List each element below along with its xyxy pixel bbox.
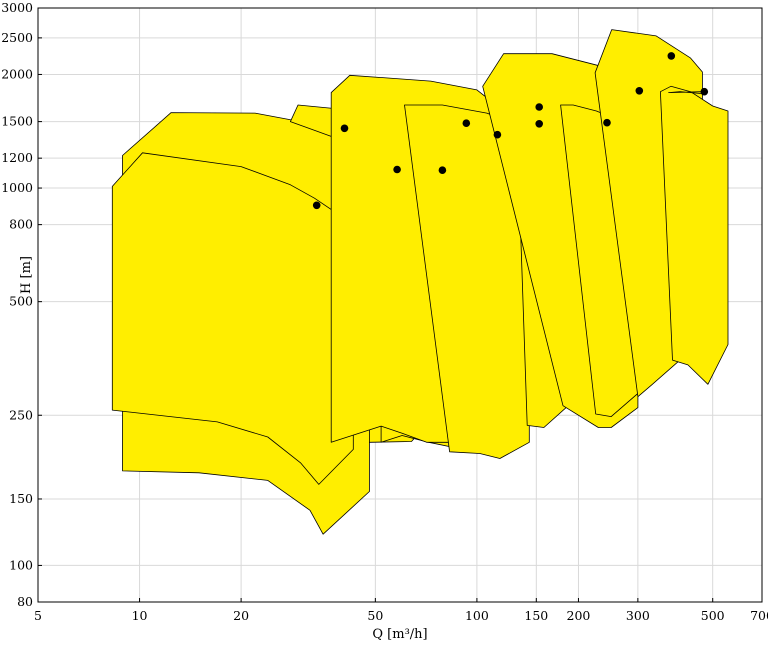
y-tick-label: 800 [9, 217, 33, 232]
best-efficiency-point-11 [635, 87, 644, 95]
y-tick-label: 150 [9, 491, 33, 506]
x-tick-label: 10 [132, 608, 148, 623]
y-tick-label: 2500 [1, 30, 33, 45]
y-tick-label: 2000 [1, 66, 33, 81]
best-efficiency-points [312, 52, 709, 210]
best-efficiency-point-10 [667, 52, 676, 60]
x-axis-title: Q [m³/h] [372, 627, 427, 642]
y-tick-label: 1200 [1, 150, 33, 165]
y-tick-label: 100 [9, 557, 33, 572]
x-tick-label: 100 [465, 608, 489, 623]
y-tick-label: 250 [9, 407, 33, 422]
best-efficiency-point-12 [700, 87, 709, 96]
best-efficiency-point-8 [535, 103, 543, 111]
x-tick-label: 200 [567, 608, 591, 623]
y-tick-label: 80 [17, 594, 33, 609]
x-tick-label: 300 [626, 608, 650, 623]
x-tick-label: 20 [233, 608, 249, 623]
y-axis-ticks: 80 100 150 250 500 800 1000 1200 1500 2000 2500 300… [1, 0, 42, 609]
best-efficiency-point-1 [340, 124, 349, 133]
x-tick-label: 150 [524, 608, 548, 623]
y-tick-label: 3000 [1, 0, 33, 15]
y-tick-label: 1000 [1, 180, 33, 195]
x-tick-label: 500 [701, 608, 725, 623]
pump-envelope-11 [660, 85, 729, 385]
best-efficiency-point-7 [535, 120, 543, 128]
y-tick-label: 500 [9, 294, 33, 309]
x-tick-label: 700 [750, 608, 768, 623]
x-axis-ticks: 5 10 20 50 100 150 200 300 500 700 [34, 598, 768, 623]
best-efficiency-point-2 [312, 201, 321, 210]
best-efficiency-point-4 [438, 166, 447, 174]
plot-frame [37, 7, 763, 603]
x-tick-label: 5 [34, 608, 42, 623]
y-axis-title: H [m] [19, 256, 34, 294]
best-efficiency-point-3 [393, 165, 401, 174]
best-efficiency-point-5 [462, 119, 471, 127]
best-efficiency-point-6 [493, 130, 502, 139]
y-tick-label: 1500 [1, 114, 33, 129]
best-efficiency-point-9 [603, 118, 611, 127]
x-tick-label: 50 [367, 608, 383, 623]
pump-range-envelopes [111, 29, 729, 535]
